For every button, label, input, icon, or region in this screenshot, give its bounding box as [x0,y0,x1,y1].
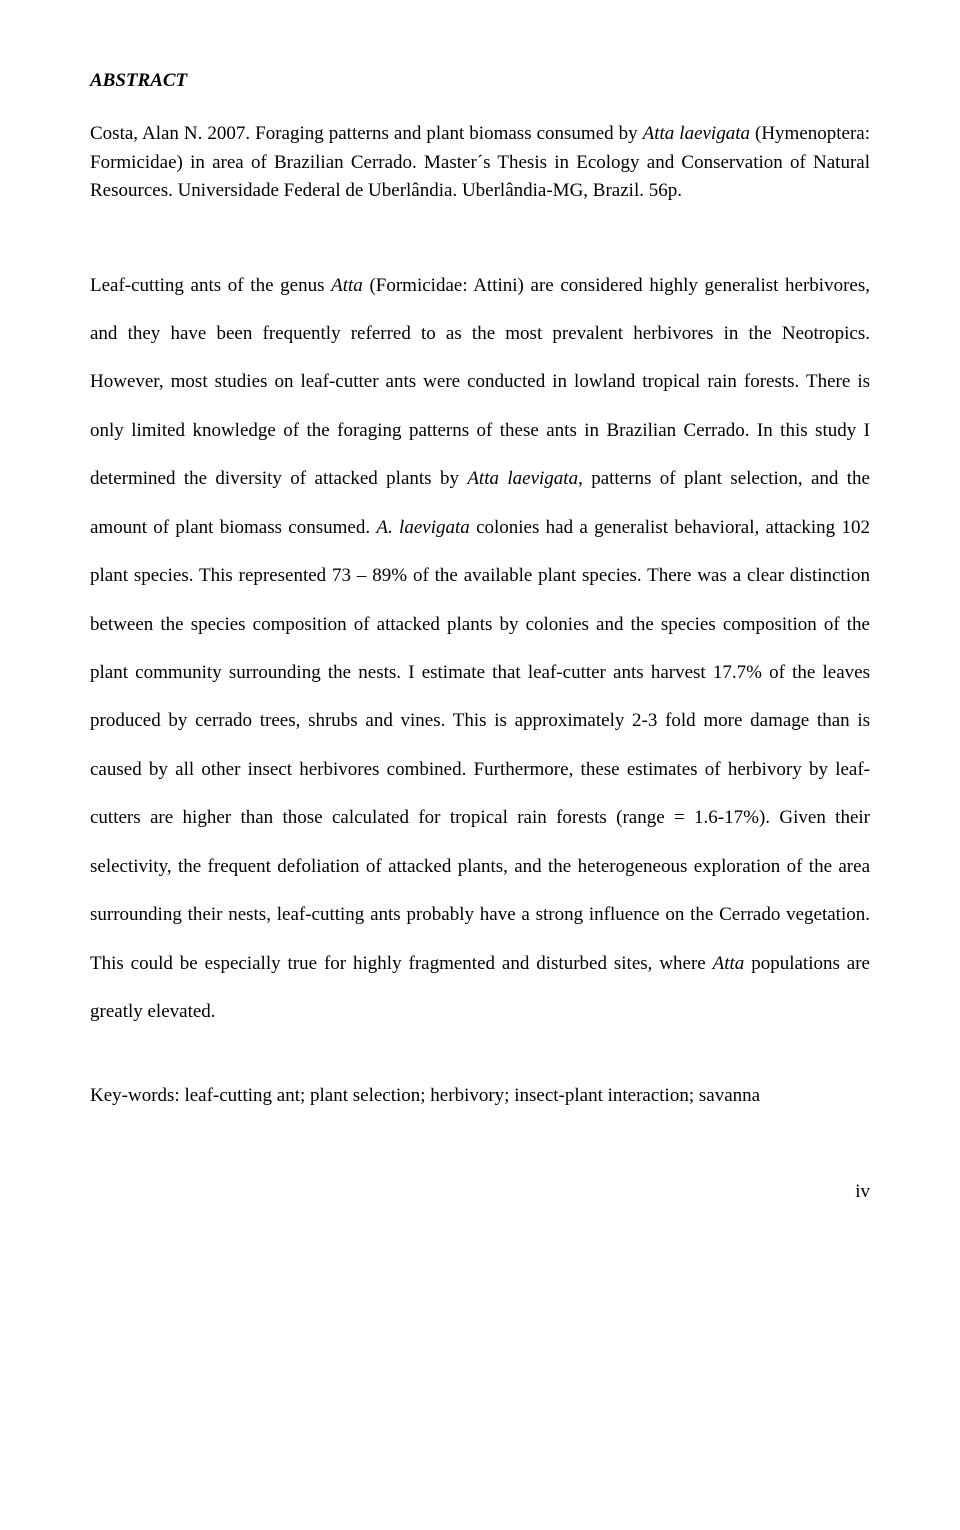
keywords-line: Key-words: leaf-cutting ant; plant selec… [90,1085,870,1107]
body-it4: Atta [713,953,745,974]
abstract-body: Leaf-cutting ants of the genus Atta (For… [90,262,870,1037]
citation-title-pre: Foraging patterns and plant biomass cons… [255,123,642,144]
body-it2: Atta laevigata [467,468,578,489]
abstract-heading: ABSTRACT [90,70,870,92]
body-it1: Atta [331,275,363,296]
page-number: iv [90,1181,870,1203]
body-it3: A. laevigata [376,517,469,538]
body-seg2: (Formicidae: Attini) are considered high… [90,275,870,490]
citation-paragraph: Costa, Alan N. 2007. Foraging patterns a… [90,120,870,206]
citation-author-year: Costa, Alan N. 2007. [90,123,255,144]
body-seg4: colonies had a generalist behavioral, at… [90,517,870,974]
body-seg1: Leaf-cutting ants of the genus [90,275,331,296]
citation-species: Atta laevigata [643,123,750,144]
